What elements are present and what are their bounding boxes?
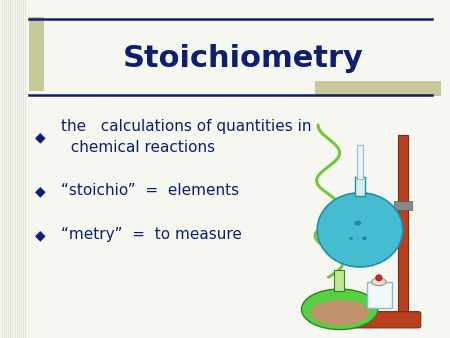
Bar: [334, 270, 344, 291]
FancyBboxPatch shape: [326, 312, 421, 328]
Ellipse shape: [302, 289, 378, 330]
Text: “metry”  =  to measure: “metry” = to measure: [61, 227, 242, 242]
Text: “stoichio”  =  elements: “stoichio” = elements: [61, 184, 239, 198]
Ellipse shape: [310, 300, 369, 325]
Bar: [29, 17, 44, 91]
Bar: [355, 177, 365, 196]
Text: the   calculations of quantities in
  chemical reactions: the calculations of quantities in chemic…: [61, 119, 311, 155]
Text: ◆: ◆: [35, 228, 46, 242]
Ellipse shape: [376, 275, 382, 281]
Ellipse shape: [317, 193, 403, 267]
Ellipse shape: [362, 237, 367, 240]
Ellipse shape: [349, 237, 353, 240]
FancyBboxPatch shape: [367, 282, 392, 308]
Text: ◆: ◆: [35, 130, 46, 144]
Bar: [398, 135, 408, 324]
Text: ◆: ◆: [35, 184, 46, 198]
Text: Stoichiometry: Stoichiometry: [122, 44, 364, 73]
Bar: [315, 81, 441, 96]
Ellipse shape: [372, 278, 386, 286]
Bar: [394, 201, 412, 210]
Ellipse shape: [355, 221, 361, 226]
Bar: [357, 145, 363, 179]
